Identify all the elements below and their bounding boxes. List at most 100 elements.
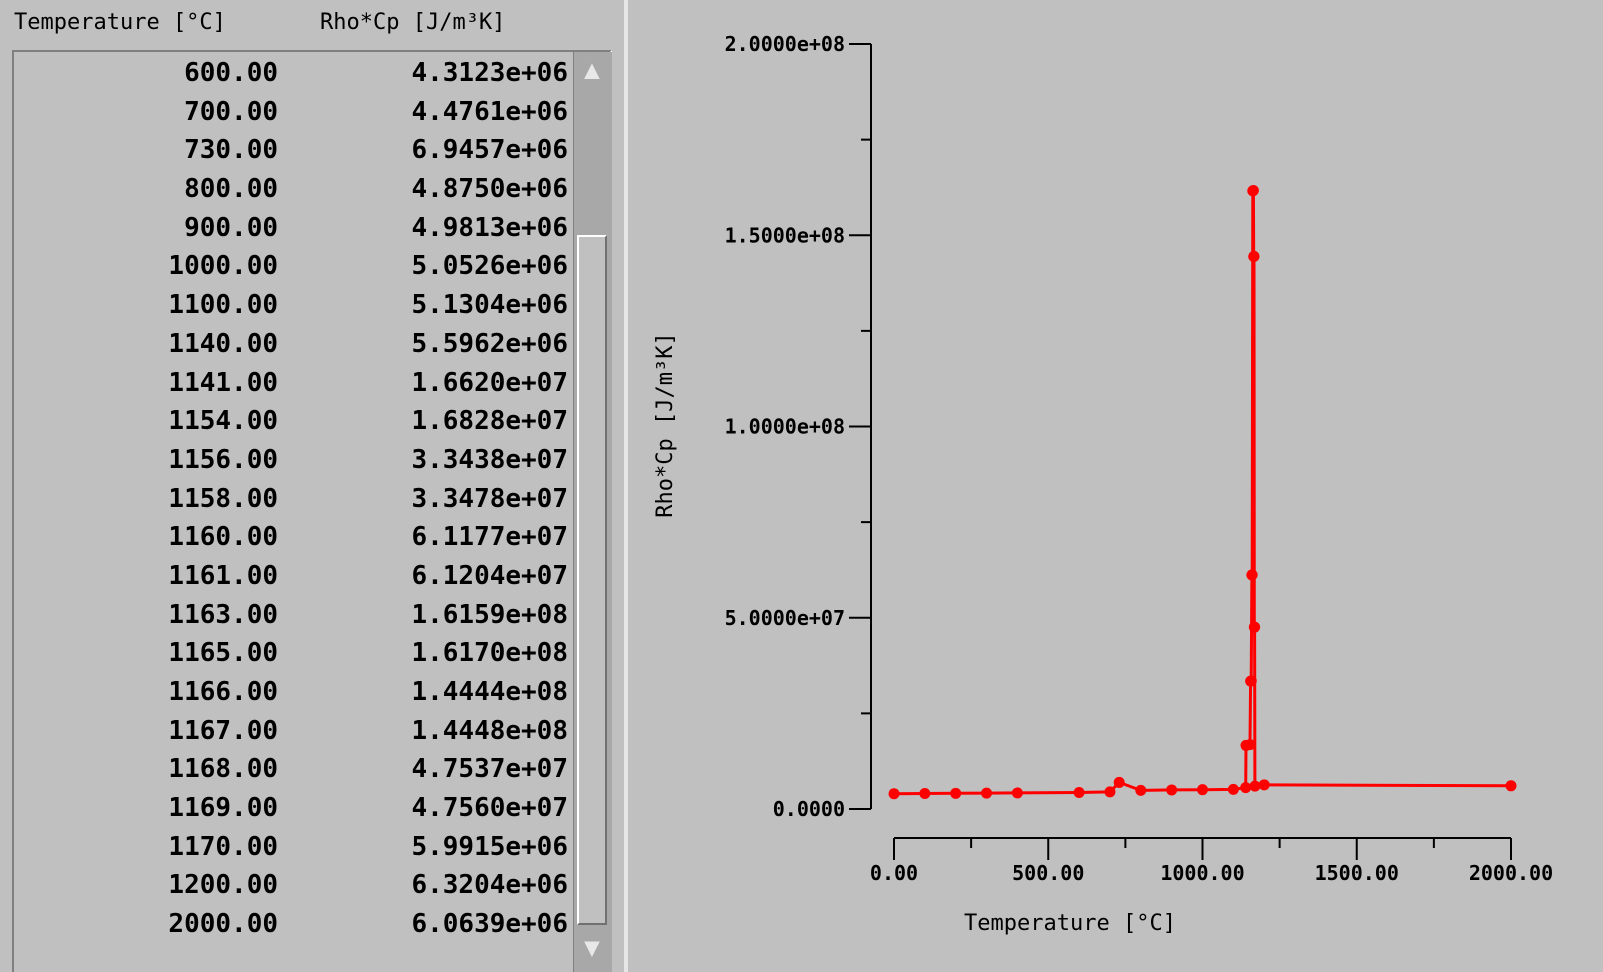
table-row[interactable]: 900.00 4.9813e+06 [14, 210, 574, 249]
data-point [1245, 675, 1257, 687]
scroll-up-arrow-icon[interactable]: ▲ [584, 55, 600, 85]
temperature-cell: 1166.00 [168, 677, 278, 707]
rho-cp-cell: 6.1177e+07 [411, 522, 568, 553]
temperature-cell: 900.00 [184, 212, 278, 243]
table-row[interactable]: 1200.00 6.3204e+06 [14, 867, 574, 906]
data-table-panel: Temperature [°C] Rho*Cp [J/m³K] 600.00 4.… [0, 0, 622, 972]
temperature-cell: 700.00 [184, 96, 278, 127]
table-row[interactable]: 1165.00 1.6170e+08 [14, 635, 574, 674]
temperature-cell: 1158.00 [168, 483, 278, 514]
x-tick-label: 500.00 [1012, 861, 1084, 885]
data-point [1505, 780, 1517, 792]
x-tick-label: 2000.00 [1469, 861, 1553, 885]
temperature-cell: 1167.00 [168, 715, 278, 746]
data-point [1166, 784, 1178, 796]
data-rows: 600.00 4.3123e+06 700.00 4.4761e+06 730.00 6.… [14, 55, 574, 945]
table-row[interactable]: 1141.00 1.6620e+07 [14, 365, 574, 404]
table-row[interactable]: 1140.00 5.5962e+06 [14, 326, 574, 365]
rho-cp-cell: 6.1204e+07 [411, 560, 568, 591]
temperature-cell: 1165.00 [168, 638, 278, 669]
table-row[interactable]: 1169.00 4.7560e+07 [14, 790, 574, 829]
data-point [1244, 739, 1256, 751]
y-tick-label: 1.0000e+08 [725, 415, 845, 439]
temperature-cell: 1100.00 [168, 290, 278, 321]
rho-cp-cell: 4.7560e+07 [411, 793, 568, 824]
rho-cp-cell: 1.6159e+08 [411, 599, 568, 630]
panel-divider[interactable] [624, 0, 628, 972]
data-point [1246, 569, 1258, 581]
temperature-cell: 1161.00 [168, 560, 278, 591]
rho-cp-cell: 5.1304e+06 [411, 290, 568, 321]
temperature-cell: 1168.00 [168, 754, 278, 785]
rho-cp-cell: 4.9813e+06 [411, 212, 568, 243]
rho-cp-cell: 3.3478e+07 [411, 483, 568, 514]
scrollbar-thumb[interactable] [577, 235, 607, 925]
rho-cp-cell: 4.7537e+07 [411, 754, 568, 785]
data-point [1249, 780, 1261, 792]
table-row[interactable]: 730.00 6.9457e+06 [14, 132, 574, 171]
temperature-cell: 1200.00 [168, 870, 278, 901]
series-line [893, 189, 1512, 796]
rho-cp-cell: 3.3438e+07 [411, 444, 568, 475]
rho-cp-cell: 1.6828e+07 [411, 406, 568, 437]
temperature-cell: 1160.00 [168, 522, 278, 553]
data-point [1247, 184, 1259, 196]
table-row[interactable]: 600.00 4.3123e+06 [14, 55, 574, 94]
table-row[interactable]: 800.00 4.8750e+06 [14, 171, 574, 210]
rho-cp-cell: 6.9457e+06 [411, 135, 568, 166]
table-row[interactable]: 700.00 4.4761e+06 [14, 94, 574, 133]
rho-cp-cell: 6.3204e+06 [411, 870, 568, 901]
data-point [1248, 250, 1260, 262]
rho-cp-cell: 4.4761e+06 [411, 96, 568, 127]
table-row[interactable]: 1170.00 5.9915e+06 [14, 829, 574, 868]
rho-cp-cell: 1.6170e+08 [411, 638, 568, 669]
y-tick-label: 1.5000e+08 [725, 223, 845, 247]
table-row[interactable]: 1161.00 6.1204e+07 [14, 558, 574, 597]
table-row[interactable]: 1163.00 1.6159e+08 [14, 597, 574, 636]
scroll-down-arrow-icon[interactable]: ▼ [584, 933, 600, 963]
data-point [1227, 783, 1239, 795]
data-point [888, 788, 900, 800]
rho-cp-cell: 1.4444e+08 [411, 677, 568, 707]
table-row[interactable]: 1000.00 5.0526e+06 [14, 248, 574, 287]
table-row[interactable]: 1160.00 6.1177e+07 [14, 519, 574, 558]
rho-cp-cell: 5.5962e+06 [411, 328, 568, 359]
table-row[interactable]: 1154.00 1.6828e+07 [14, 403, 574, 442]
data-point [1135, 784, 1147, 796]
data-point [950, 787, 962, 799]
y-tick-label: 0.0000 [773, 797, 845, 821]
table-row[interactable]: 1156.00 3.3438e+07 [14, 442, 574, 481]
rho-cp-vs-temperature-chart: 0.0000 5.0000e+07 1.0000e+08 1.5000e+08 2.00… [653, 32, 1553, 936]
x-tick-label: 1500.00 [1315, 861, 1399, 885]
table-row[interactable]: 1100.00 5.1304e+06 [14, 287, 574, 326]
table-row[interactable]: 1167.00 1.4448e+08 [14, 713, 574, 752]
rho-cp-cell: 5.9915e+06 [411, 831, 568, 862]
y-axis-label: Rho*Cp [J/m³K] [653, 332, 678, 517]
table-row[interactable]: 2000.00 6.0639e+06 [14, 906, 574, 945]
temperature-cell: 1169.00 [168, 793, 278, 824]
temperature-cell: 600.00 [184, 58, 278, 88]
vertical-scrollbar[interactable]: ▲ ▼ [573, 52, 612, 972]
table-row[interactable]: 1168.00 4.7537e+07 [14, 751, 574, 790]
x-tick-label: 0.00 [870, 861, 918, 885]
data-point [1113, 776, 1125, 788]
y-tick-label: 5.0000e+07 [725, 606, 845, 630]
data-point [981, 787, 993, 799]
table-row[interactable]: 1158.00 3.3478e+07 [14, 481, 574, 520]
table-row[interactable]: 1166.00 1.4444e+08 [14, 674, 574, 713]
data-point [1240, 782, 1252, 794]
rho-cp-cell: 4.8750e+06 [411, 174, 568, 205]
temperature-cell: 1154.00 [168, 406, 278, 437]
x-axis-label: Temperature [°C] [964, 911, 1176, 936]
rho-cp-cell: 5.0526e+06 [411, 251, 568, 282]
data-point [919, 788, 931, 800]
y-tick-label: 2.0000e+08 [725, 32, 845, 56]
temperature-cell: 1156.00 [168, 444, 278, 475]
temperature-cell: 1140.00 [168, 328, 278, 359]
rho-cp-cell: 1.4448e+08 [411, 715, 568, 746]
data-point [1249, 621, 1261, 633]
data-point [1104, 786, 1116, 798]
data-point [1011, 787, 1023, 799]
data-list[interactable]: 600.00 4.3123e+06 700.00 4.4761e+06 730.00 6.… [12, 50, 612, 972]
